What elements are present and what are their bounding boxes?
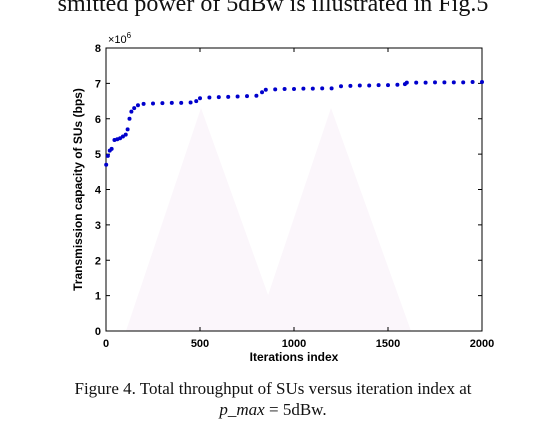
data-point — [245, 94, 249, 99]
caption-value: = 5dBw. — [264, 400, 327, 419]
data-point — [395, 82, 400, 87]
y-tick-label: 1 — [95, 291, 101, 303]
data-point — [442, 80, 447, 85]
data-point — [367, 83, 372, 88]
watermark-shape — [256, 108, 411, 331]
data-point — [194, 99, 199, 104]
data-point — [207, 95, 212, 100]
y-multiplier-exponent: 6 — [127, 31, 132, 40]
caption-line-2: p_max = 5dBw. — [0, 399, 546, 420]
y-axis-label: Transmission capacity of SUs (bps) — [71, 88, 85, 291]
caption-line-1: Figure 4. Total throughput of SUs versus… — [74, 379, 472, 398]
y-tick-label: 5 — [95, 149, 101, 161]
data-point — [188, 100, 193, 105]
data-point — [125, 127, 130, 132]
data-point — [339, 84, 343, 89]
data-point — [129, 109, 134, 114]
data-point — [141, 101, 146, 106]
y-tick-label: 6 — [95, 114, 101, 126]
data-point — [169, 100, 174, 105]
data-series — [104, 79, 484, 167]
x-tick-label: 500 — [191, 338, 209, 350]
data-point — [179, 100, 184, 105]
x-tick-label: 2000 — [470, 338, 494, 350]
data-point — [461, 80, 466, 85]
data-point — [254, 93, 259, 98]
data-point — [160, 101, 165, 106]
data-point — [451, 80, 456, 85]
y-tick-label: 7 — [95, 78, 101, 90]
data-point — [109, 146, 114, 151]
data-point — [292, 87, 296, 92]
figure-caption: Figure 4. Total throughput of SUs versus… — [0, 378, 546, 420]
data-point — [433, 80, 437, 85]
data-point — [263, 87, 268, 92]
y-tick-label: 2 — [95, 255, 101, 267]
data-point — [151, 101, 155, 106]
background-watermark — [126, 108, 411, 331]
data-point — [310, 86, 315, 91]
y-tick-label: 4 — [95, 185, 102, 197]
y-multiplier-label: ×106 — [108, 31, 132, 46]
data-point — [216, 95, 221, 100]
body-text-fragment: smitted power of 5dBw is illustrated in … — [57, 0, 489, 17]
data-point — [386, 83, 390, 88]
y-tick-label: 3 — [95, 220, 101, 232]
data-point — [329, 86, 334, 91]
data-point — [414, 80, 419, 85]
y-tick-label: 8 — [95, 43, 101, 55]
watermark-shape — [126, 108, 281, 331]
y-multiplier-base: ×10 — [108, 34, 127, 46]
data-point — [376, 83, 381, 88]
data-point — [123, 132, 128, 137]
x-axis-label: Iterations index — [250, 350, 339, 364]
data-point — [357, 83, 362, 88]
data-point — [480, 79, 484, 84]
y-tick-label: 0 — [95, 326, 101, 338]
data-point — [198, 96, 202, 101]
data-point — [320, 86, 325, 91]
data-point — [105, 153, 110, 158]
data-point — [348, 83, 353, 88]
data-point — [273, 87, 278, 92]
data-point — [260, 90, 265, 95]
data-point — [301, 86, 306, 91]
x-tick-label: 0 — [103, 338, 109, 350]
data-point — [404, 80, 409, 85]
data-point — [226, 94, 231, 99]
throughput-chart: 0 500 1000 1500 2000 0 1 2 3 4 5 6 7 8 Iterations in… — [71, 31, 494, 364]
caption-variable: p_max — [219, 400, 265, 419]
data-point — [423, 80, 428, 85]
x-axis: 0 500 1000 1500 2000 — [103, 48, 494, 350]
y-axis: 0 1 2 3 4 5 6 7 8 — [95, 43, 482, 338]
data-point — [132, 106, 137, 111]
x-tick-label: 1000 — [282, 338, 306, 350]
data-point — [127, 116, 132, 121]
data-point — [104, 162, 109, 167]
data-point — [135, 103, 140, 108]
data-point — [235, 94, 240, 99]
x-tick-label: 1500 — [376, 338, 400, 350]
data-point — [470, 79, 475, 84]
data-point — [282, 87, 287, 92]
